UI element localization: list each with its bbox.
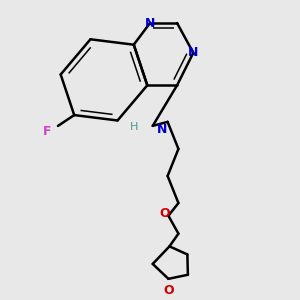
Text: H: H	[129, 122, 138, 132]
Text: F: F	[43, 125, 51, 138]
Text: N: N	[145, 16, 155, 29]
Text: N: N	[157, 124, 167, 136]
Text: O: O	[163, 284, 174, 297]
Text: N: N	[188, 46, 199, 59]
Text: O: O	[160, 207, 170, 220]
